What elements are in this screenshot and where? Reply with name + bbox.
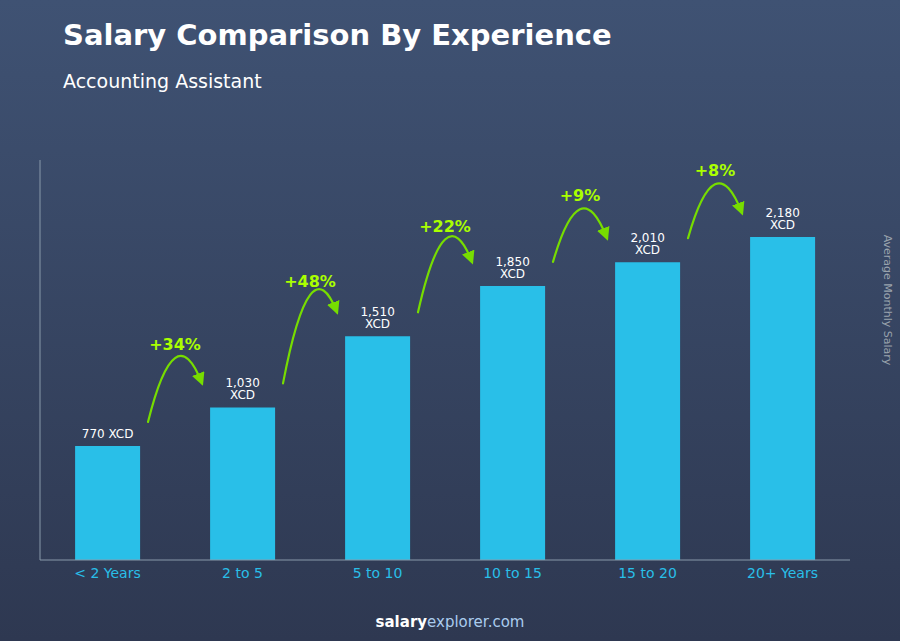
svg-text:2,180XCD: 2,180XCD	[765, 206, 799, 232]
svg-text:15 to 20: 15 to 20	[618, 565, 677, 581]
svg-text:1,030XCD: 1,030XCD	[225, 376, 259, 402]
svg-text:+48%: +48%	[284, 272, 336, 291]
svg-text:1,850XCD: 1,850XCD	[495, 255, 529, 281]
svg-text:20+ Years: 20+ Years	[747, 565, 818, 581]
svg-text:2,010XCD: 2,010XCD	[630, 231, 664, 257]
svg-text:5 to 10: 5 to 10	[353, 565, 403, 581]
svg-text:< 2 Years: < 2 Years	[74, 565, 140, 581]
svg-text:+8%: +8%	[695, 161, 736, 180]
svg-text:+22%: +22%	[419, 217, 471, 236]
svg-text:1,510XCD: 1,510XCD	[360, 305, 394, 331]
svg-text:+34%: +34%	[149, 335, 201, 354]
svg-text:770 XCD: 770 XCD	[82, 427, 134, 441]
svg-text:2 to 5: 2 to 5	[222, 565, 263, 581]
html-text:salary explorer.com: salary explorer.com	[375, 613, 525, 631]
html-text:Salary Comparison By Experienc: Salary Comparison By Experience	[63, 18, 612, 52]
html-text:Accounting Assistant: Accounting Assistant	[63, 70, 262, 92]
svg-text:+9%: +9%	[560, 186, 601, 205]
html-text:Average Monthly Salary: Average Monthly Salary	[881, 234, 895, 366]
svg-text:10 to 15: 10 to 15	[483, 565, 542, 581]
